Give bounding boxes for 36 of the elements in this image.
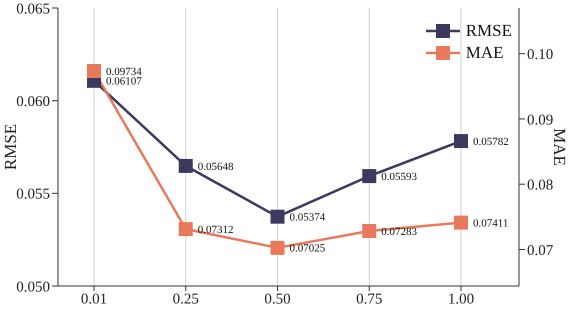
y2-tick-label: 0.09 (527, 112, 554, 128)
point (362, 169, 376, 184)
data-label: 0.09734 (106, 66, 142, 78)
y-axis-title: RMSE (1, 124, 20, 170)
y-tick-label: 0.050 (16, 279, 50, 296)
data-label: 0.05782 (473, 136, 509, 148)
data-label: 0.05593 (381, 171, 418, 183)
y-tick-label: 0.065 (16, 1, 50, 18)
point (454, 134, 468, 148)
point (362, 224, 376, 238)
data-label: 0.07312 (198, 224, 234, 236)
y2-tick-label: 0.07 (527, 242, 554, 259)
data-label: 0.07283 (381, 226, 418, 238)
point (270, 240, 284, 255)
y-tick-label: 0.060 (16, 94, 50, 110)
data-label: 0.05648 (198, 160, 234, 173)
point (178, 158, 193, 173)
x-tick-label: 1.00 (448, 292, 474, 308)
y2-axis-title: MAE (550, 128, 569, 166)
point (178, 222, 193, 236)
y2-tick-label: 0.10 (527, 47, 554, 64)
y2-tick-label: 0.08 (527, 178, 554, 194)
x-tick-label: 0.25 (172, 292, 199, 308)
data-label: 0.05374 (290, 212, 326, 224)
point (87, 64, 101, 78)
data-label: 0.07025 (290, 242, 326, 255)
data-label: 0.06107 (106, 76, 142, 88)
y-tick-label: 0.055 (16, 186, 50, 203)
legend-label: MAE (466, 42, 504, 64)
x-tick-label: 0.75 (356, 292, 382, 308)
legend-label: RMSE (466, 20, 512, 42)
x-tick-label: 0.01 (80, 292, 108, 308)
point (454, 216, 468, 230)
data-label: 0.07411 (473, 218, 508, 230)
point (270, 210, 284, 224)
x-tick-label: 0.50 (264, 292, 291, 308)
